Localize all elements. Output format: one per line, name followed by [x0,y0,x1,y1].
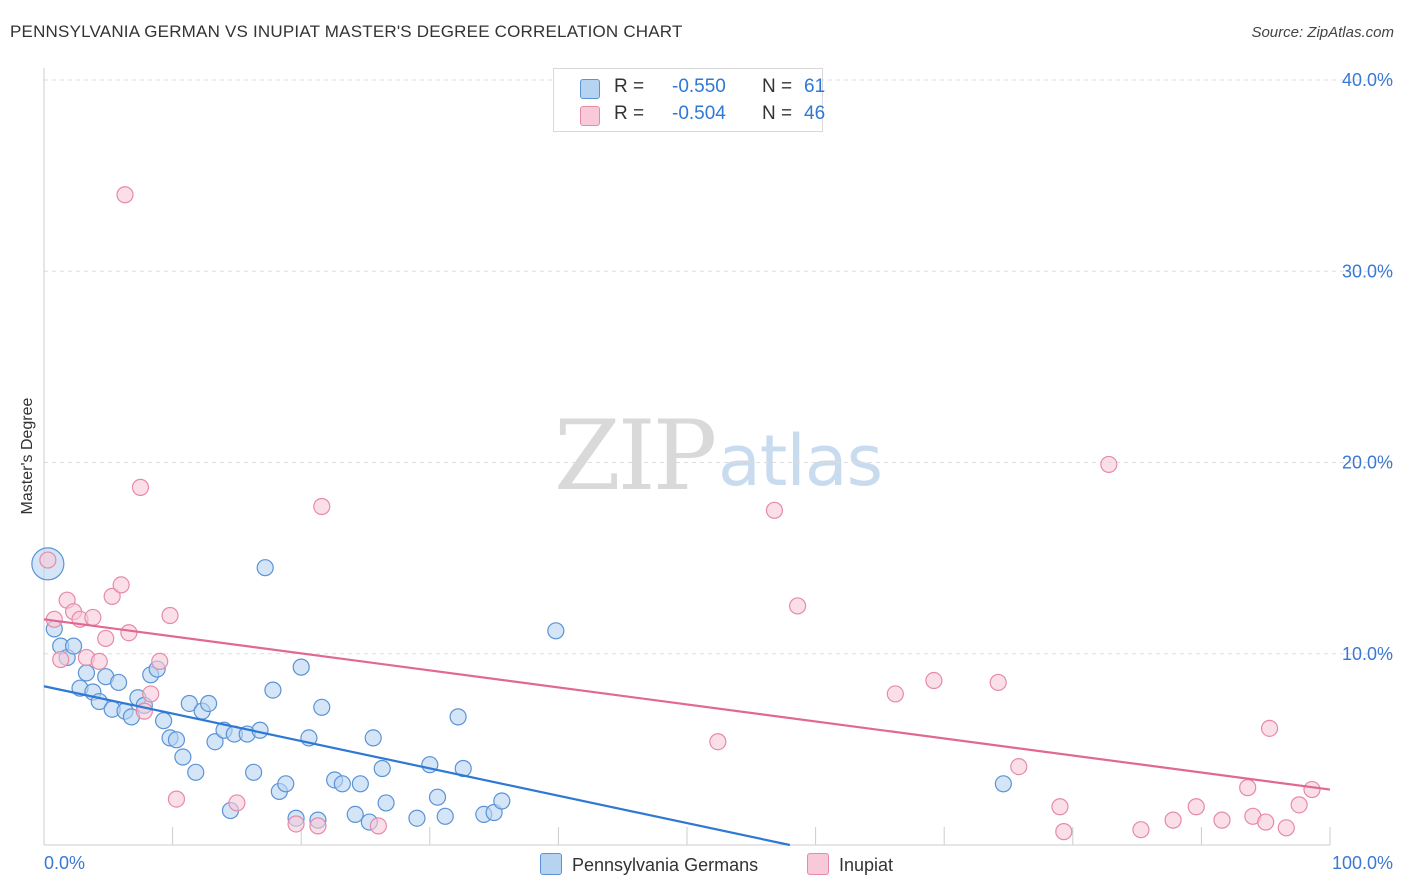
data-point-inupiat [116,186,134,204]
legend-n-value: 61 [804,76,826,97]
data-point-inupiat [1277,819,1295,837]
legend-r-label: R = [614,76,645,97]
data-point-inupiat [1164,811,1182,829]
data-point-inupiat [1187,798,1205,816]
data-point-inupiat [989,673,1007,692]
data-point-pennsylvania-germans [200,694,218,713]
data-point-inupiat [142,685,160,703]
series-legend-inupiat: Inupiat [807,853,893,876]
data-point-pennsylvania-germans [277,775,295,793]
data-point-inupiat [1010,757,1028,776]
data-point-pennsylvania-germans [180,694,198,713]
data-point-pennsylvania-germans [109,673,128,692]
data-point-inupiat [925,671,943,690]
data-point-inupiat [39,551,57,569]
data-point-inupiat [309,817,327,835]
data-point-pennsylvania-germans [428,788,447,806]
data-point-inupiat [151,652,169,671]
data-point-inupiat [161,606,179,625]
data-point-inupiat [709,733,727,751]
data-point-inupiat [1213,811,1231,829]
data-point-pennsylvania-germans [493,792,511,810]
data-point-pennsylvania-germans [313,698,331,716]
legend-n-label: N = [762,76,793,97]
data-point-pennsylvania-germans [245,763,263,781]
data-point-pennsylvania-germans [167,731,186,749]
legend-swatch-blue [580,79,600,99]
trend-line-inupiat [43,618,1331,791]
data-point-pennsylvania-germans [256,559,274,577]
data-point-inupiat [1132,821,1150,839]
data-point-pennsylvania-germans [364,729,382,747]
data-point-inupiat [765,501,784,519]
data-point-inupiat [1239,779,1257,797]
data-point-pennsylvania-germans [333,775,351,793]
source-credit: Source: ZipAtlas.com [1251,24,1394,41]
data-point-inupiat [103,587,121,605]
data-point-inupiat [90,652,108,671]
data-point-inupiat [886,685,904,703]
data-point-pennsylvania-germans [206,733,224,751]
series-legend-pennsylvania-germans: Pennsylvania Germans [540,853,758,876]
data-point-inupiat [369,817,387,835]
legend-n-label: N = [762,103,793,124]
data-point-inupiat [97,629,115,648]
data-point-pennsylvania-germans [187,763,205,781]
data-point-inupiat [1303,780,1321,799]
legend-r-label: R = [614,103,645,124]
data-point-inupiat [120,624,138,642]
data-point-inupiat [788,597,807,615]
data-point-pennsylvania-germans [408,809,426,827]
watermark-atlas: atlas [718,420,883,502]
series-name: Pennsylvania Germans [572,855,759,875]
trend-line-pennsylvania-germans [43,685,791,847]
data-point-inupiat [1051,798,1069,816]
y-tick-label: 20.0% [1342,453,1393,473]
x-tick-label: 100.0% [1332,853,1393,873]
watermark-zip: ZIP [554,400,717,512]
data-point-inupiat [1100,455,1118,474]
data-point-inupiat [131,478,150,496]
correlation-legend: R = -0.550 N = 61 R = -0.504 N = 46 [553,68,826,132]
data-point-pennsylvania-germans [436,807,454,825]
data-point-inupiat [1290,796,1308,814]
data-point-inupiat [1055,823,1073,841]
y-tick-label: 40.0% [1342,70,1393,90]
data-point-pennsylvania-germans [64,637,83,655]
data-point-inupiat [167,790,186,808]
data-point-pennsylvania-germans [547,622,565,640]
y-tick-label: 30.0% [1342,261,1393,281]
data-point-inupiat [52,650,70,669]
data-point-inupiat [1257,813,1275,831]
data-point-inupiat [112,576,130,594]
legend-r-value: -0.504 [672,103,726,124]
data-point-pennsylvania-germans [373,759,391,778]
data-point-pennsylvania-germans [264,681,282,699]
data-point-pennsylvania-germans [377,794,395,812]
data-point-inupiat [228,794,246,812]
series-name: Inupiat [839,855,894,875]
legend-swatch-pink [580,106,600,126]
data-point-inupiat [287,815,305,833]
x-tick-label: 0.0% [44,853,85,873]
series-swatch-blue [540,853,562,875]
data-point-pennsylvania-germans [351,775,369,793]
data-point-pennsylvania-germans [346,805,364,824]
data-point-pennsylvania-germans [77,664,96,682]
chart-title: PENNSYLVANIA GERMAN VS INUPIAT MASTER'S … [10,22,683,41]
data-point-pennsylvania-germans [292,658,310,676]
legend-n-value: 46 [804,103,826,124]
legend-r-value: -0.550 [672,76,726,97]
data-point-inupiat [84,608,102,627]
data-point-pennsylvania-germans [994,775,1012,793]
data-point-pennsylvania-germans [174,748,192,766]
data-point-pennsylvania-germans [154,712,173,730]
y-tick-label: 10.0% [1342,644,1393,664]
data-point-inupiat [313,497,331,516]
data-point-inupiat [1260,719,1279,737]
series-swatch-pink [807,853,829,875]
data-point-pennsylvania-germans [449,708,467,726]
